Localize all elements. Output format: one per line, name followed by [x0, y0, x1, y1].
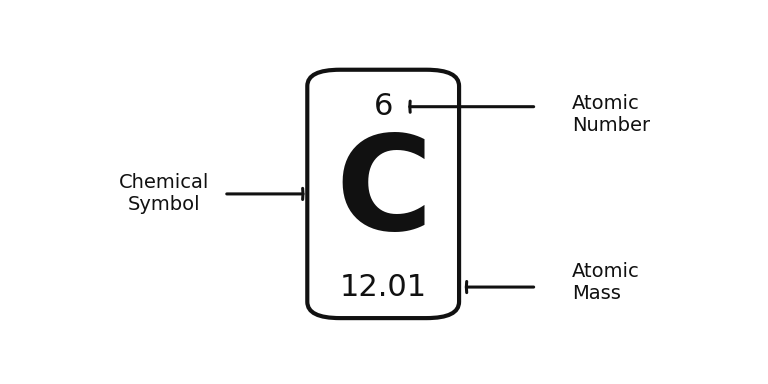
Text: C: C — [335, 131, 432, 257]
Text: 6: 6 — [374, 92, 393, 121]
Text: Atomic
Number: Atomic Number — [572, 94, 650, 134]
Text: Chemical
Symbol: Chemical Symbol — [119, 174, 210, 214]
Text: Atomic
Mass: Atomic Mass — [572, 262, 640, 303]
FancyBboxPatch shape — [307, 70, 459, 318]
Text: 12.01: 12.01 — [340, 273, 427, 301]
